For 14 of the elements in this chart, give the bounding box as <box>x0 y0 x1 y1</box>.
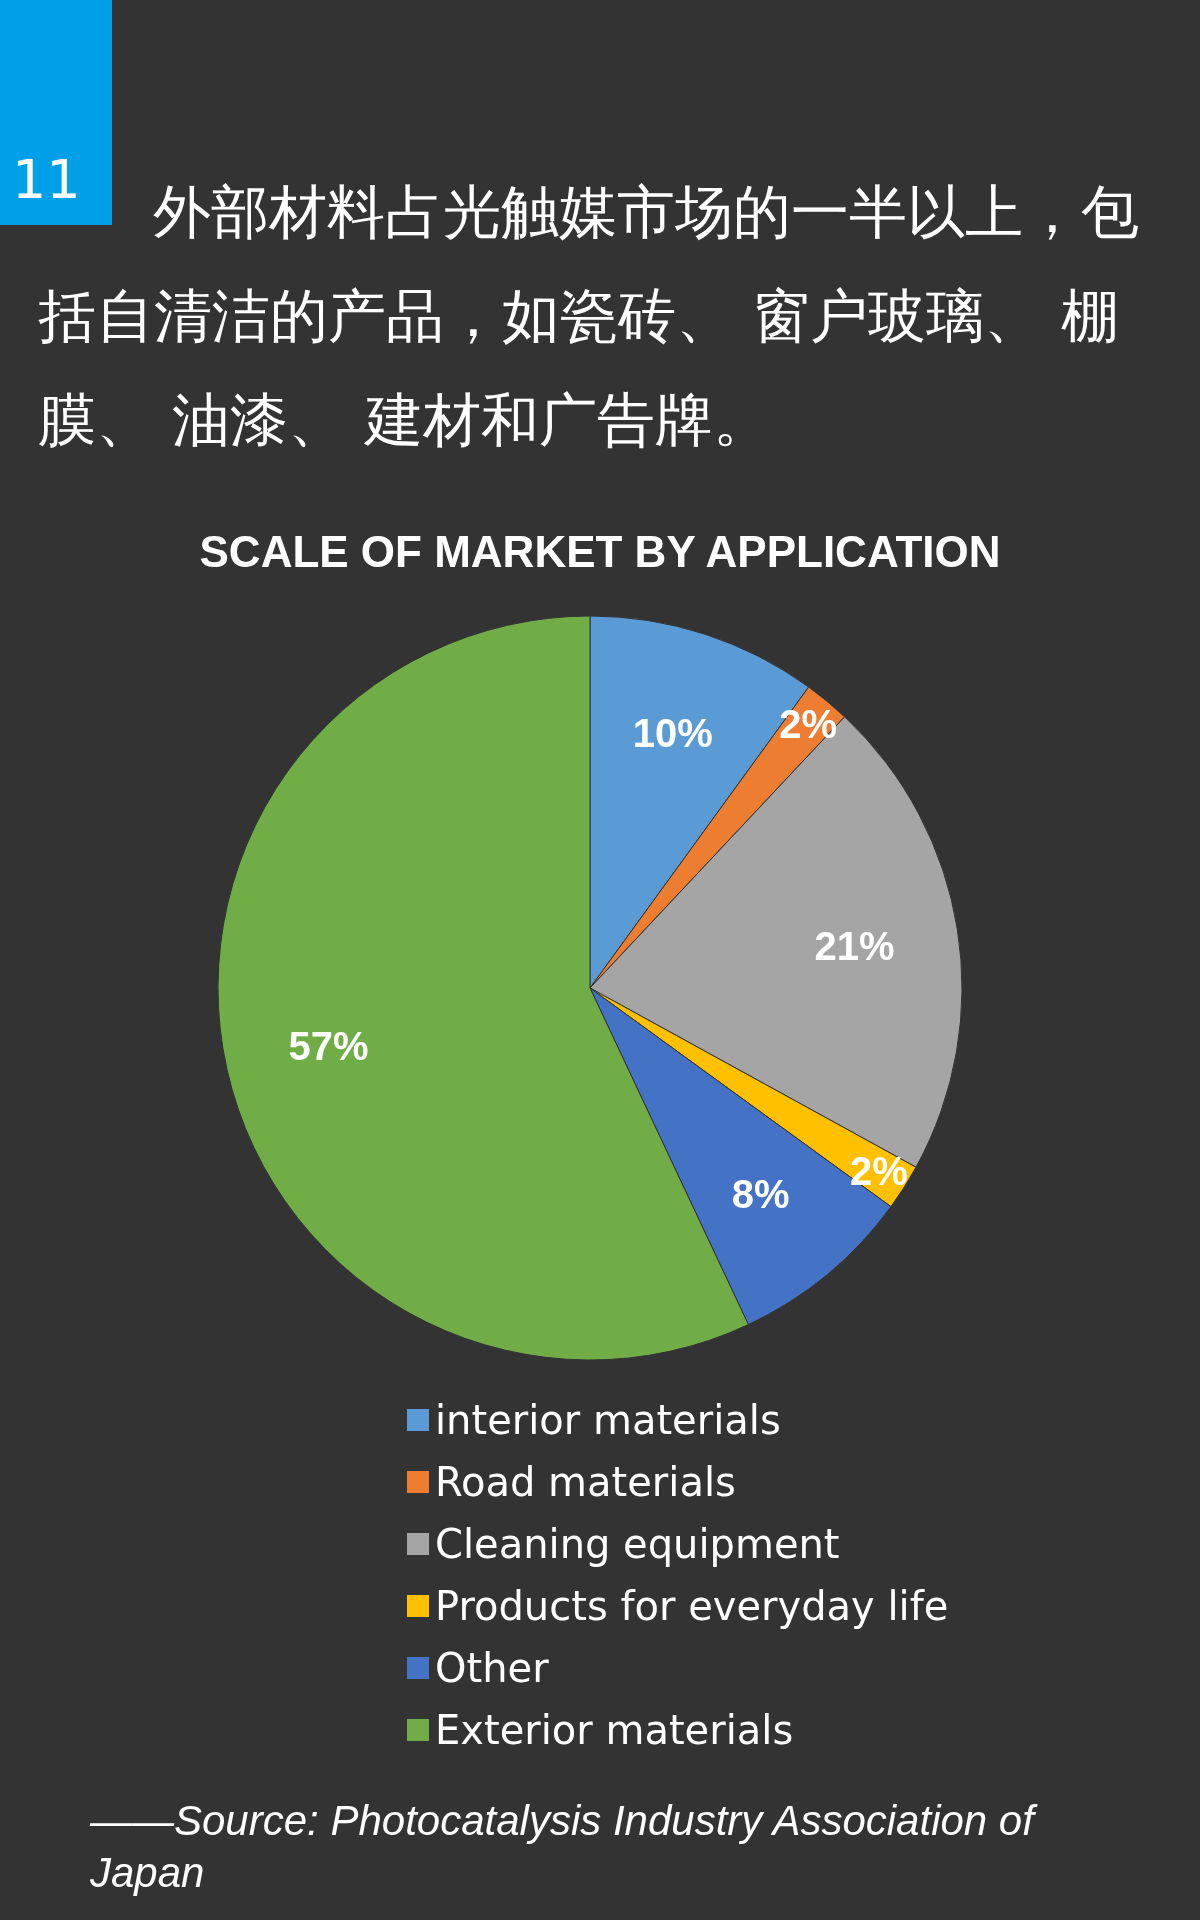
legend-label: interior materials <box>435 1397 781 1443</box>
text: ——Source: Photocatalysis Industry Association of Japan <box>90 1796 1039 1898</box>
data-label: 21% <box>814 924 895 969</box>
legend-label: Exterior materials <box>435 1707 794 1753</box>
text: 11 <box>12 148 81 212</box>
legend-label: Road materials <box>435 1459 736 1505</box>
legend-label: Other <box>435 1645 550 1691</box>
data-label: 10% <box>632 711 713 756</box>
chart-subtitle: SCALE OF MARKET BY APPLICATION <box>199 526 1001 576</box>
data-label: 57% <box>288 1024 369 1069</box>
data-label: 8% <box>731 1172 790 1217</box>
legend-label: Cleaning equipment <box>435 1521 840 1567</box>
data-label: 2% <box>850 1149 908 1194</box>
legend-label: Products for everyday life <box>435 1583 949 1629</box>
